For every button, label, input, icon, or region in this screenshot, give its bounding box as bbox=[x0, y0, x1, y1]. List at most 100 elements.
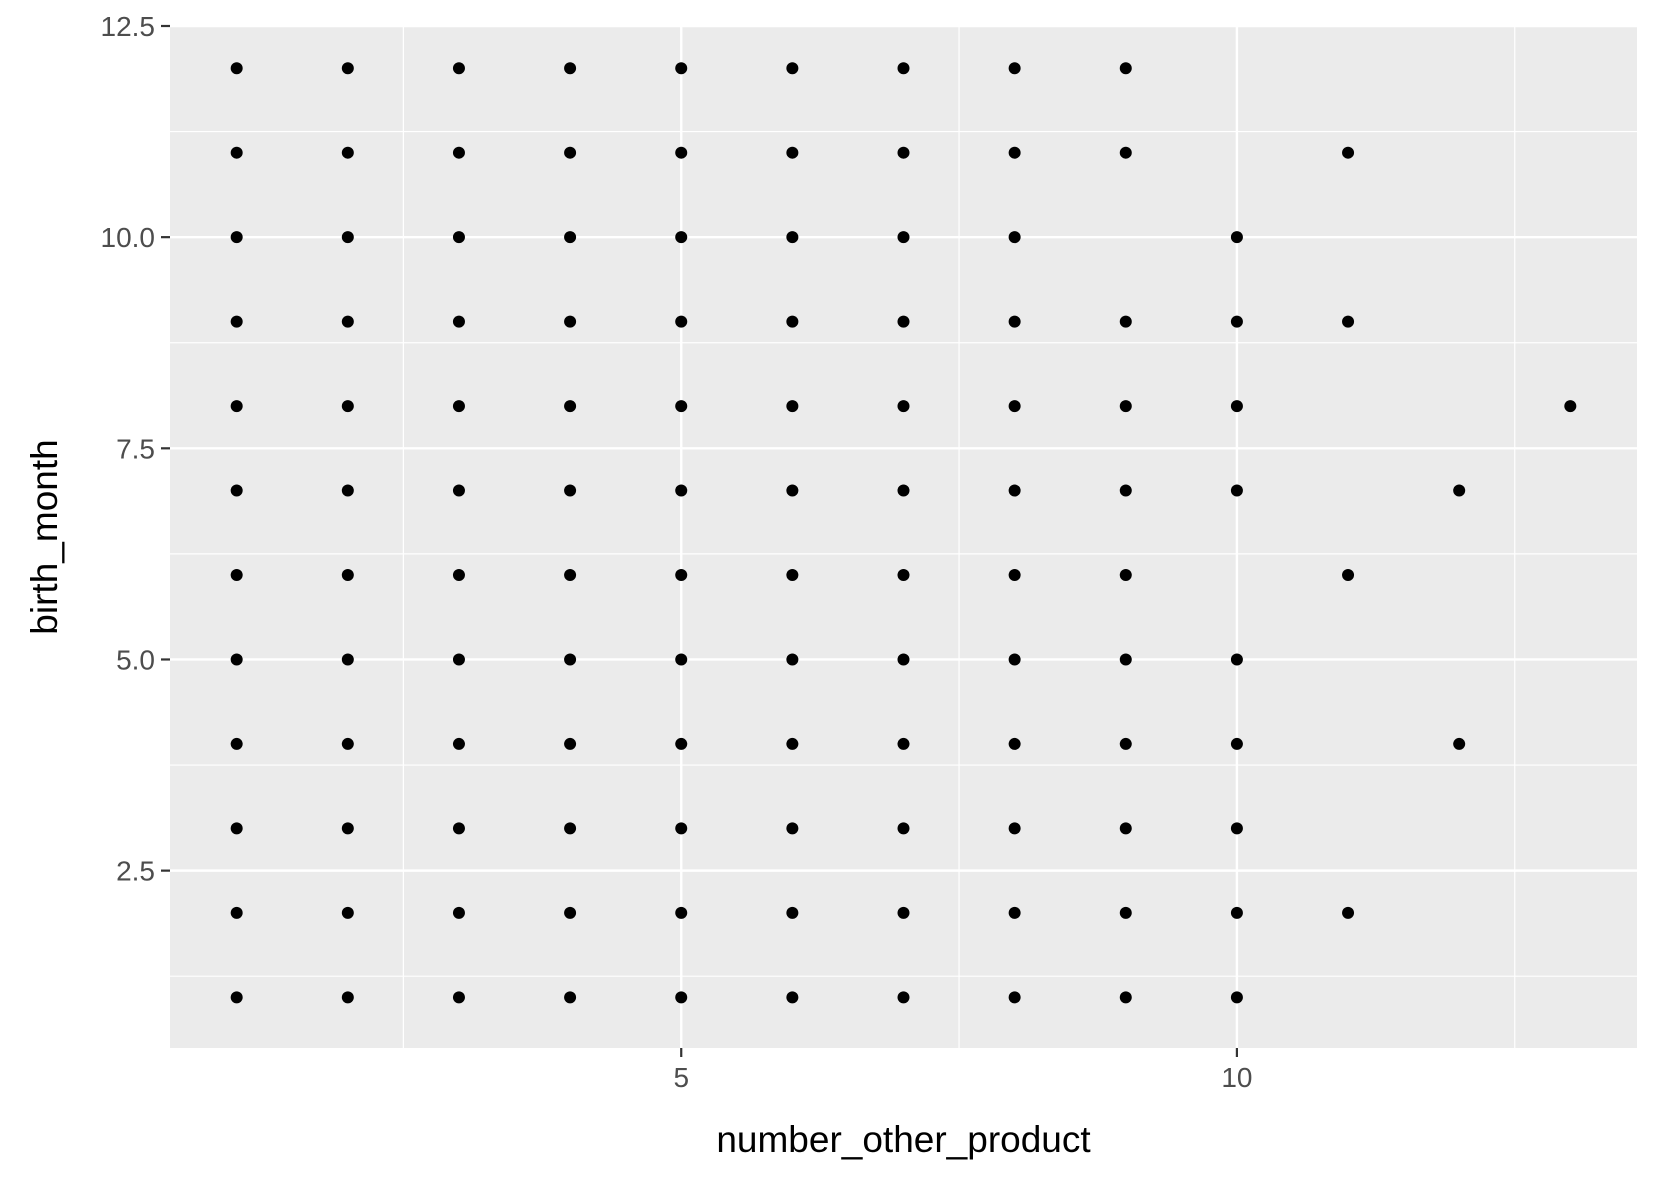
data-point bbox=[786, 737, 799, 750]
data-point bbox=[230, 231, 243, 244]
data-point bbox=[897, 737, 910, 750]
data-point bbox=[786, 146, 799, 159]
data-point bbox=[1008, 822, 1021, 835]
data-point bbox=[1342, 569, 1355, 582]
data-point bbox=[675, 484, 688, 497]
data-point bbox=[786, 315, 799, 328]
data-point bbox=[452, 400, 465, 413]
data-point bbox=[452, 653, 465, 666]
data-point bbox=[1008, 62, 1021, 75]
data-point bbox=[230, 737, 243, 750]
data-point bbox=[786, 822, 799, 835]
data-point bbox=[1008, 231, 1021, 244]
data-point bbox=[675, 315, 688, 328]
data-point bbox=[897, 484, 910, 497]
data-point bbox=[230, 62, 243, 75]
data-point bbox=[230, 400, 243, 413]
data-point bbox=[564, 906, 577, 919]
data-point bbox=[675, 653, 688, 666]
data-point bbox=[786, 569, 799, 582]
data-point bbox=[1230, 400, 1243, 413]
data-point bbox=[786, 484, 799, 497]
data-point bbox=[1008, 146, 1021, 159]
data-point bbox=[1342, 146, 1355, 159]
minor-gridlines bbox=[170, 26, 1637, 1048]
data-point bbox=[230, 146, 243, 159]
data-point bbox=[564, 484, 577, 497]
y-axis-title: birth_month bbox=[24, 439, 65, 634]
data-point bbox=[1564, 400, 1577, 413]
plot-panel bbox=[170, 26, 1637, 1048]
data-point bbox=[341, 569, 354, 582]
data-point bbox=[452, 906, 465, 919]
data-point bbox=[1008, 737, 1021, 750]
data-point bbox=[1230, 737, 1243, 750]
data-point bbox=[897, 146, 910, 159]
data-point bbox=[564, 146, 577, 159]
data-point bbox=[230, 906, 243, 919]
data-point bbox=[452, 62, 465, 75]
data-point bbox=[452, 231, 465, 244]
data-point bbox=[1119, 737, 1132, 750]
data-point bbox=[1008, 653, 1021, 666]
data-point bbox=[564, 62, 577, 75]
data-point bbox=[564, 315, 577, 328]
data-point bbox=[675, 62, 688, 75]
data-point bbox=[1008, 315, 1021, 328]
data-point bbox=[452, 146, 465, 159]
data-point bbox=[786, 400, 799, 413]
data-point bbox=[564, 569, 577, 582]
data-point bbox=[1119, 400, 1132, 413]
data-point bbox=[1230, 484, 1243, 497]
data-point bbox=[897, 315, 910, 328]
data-point bbox=[1453, 484, 1466, 497]
data-point bbox=[1008, 569, 1021, 582]
x-axis: 5 10 bbox=[673, 1048, 1252, 1093]
data-point bbox=[341, 653, 354, 666]
data-point bbox=[1119, 991, 1132, 1004]
data-point bbox=[786, 906, 799, 919]
data-point bbox=[1119, 906, 1132, 919]
data-point bbox=[564, 400, 577, 413]
data-point bbox=[1230, 822, 1243, 835]
data-point bbox=[230, 569, 243, 582]
data-point bbox=[564, 653, 577, 666]
data-point bbox=[1119, 146, 1132, 159]
data-point bbox=[341, 991, 354, 1004]
data-point bbox=[675, 569, 688, 582]
x-axis-title: number_other_product bbox=[716, 1119, 1091, 1160]
data-point bbox=[786, 62, 799, 75]
data-point bbox=[341, 484, 354, 497]
data-point bbox=[675, 822, 688, 835]
data-point bbox=[452, 737, 465, 750]
data-point bbox=[675, 400, 688, 413]
data-point bbox=[1230, 231, 1243, 244]
data-point bbox=[341, 146, 354, 159]
data-point bbox=[1230, 653, 1243, 666]
data-point bbox=[1230, 315, 1243, 328]
data-point bbox=[341, 231, 354, 244]
data-point bbox=[341, 315, 354, 328]
data-point bbox=[1008, 906, 1021, 919]
data-point bbox=[897, 906, 910, 919]
data-point bbox=[1453, 737, 1466, 750]
x-tick-label: 10 bbox=[1221, 1062, 1252, 1093]
data-point bbox=[452, 569, 465, 582]
data-point bbox=[897, 62, 910, 75]
data-point bbox=[675, 146, 688, 159]
data-points bbox=[230, 62, 1577, 1004]
x-tick-label: 5 bbox=[673, 1062, 689, 1093]
data-point bbox=[452, 484, 465, 497]
data-point bbox=[1119, 62, 1132, 75]
data-point bbox=[564, 737, 577, 750]
data-point bbox=[341, 400, 354, 413]
data-point bbox=[1119, 484, 1132, 497]
data-point bbox=[230, 822, 243, 835]
data-point bbox=[1119, 315, 1132, 328]
data-point bbox=[341, 737, 354, 750]
data-point bbox=[675, 991, 688, 1004]
y-tick-label: 2.5 bbox=[116, 856, 155, 887]
data-point bbox=[1008, 484, 1021, 497]
data-point bbox=[675, 906, 688, 919]
